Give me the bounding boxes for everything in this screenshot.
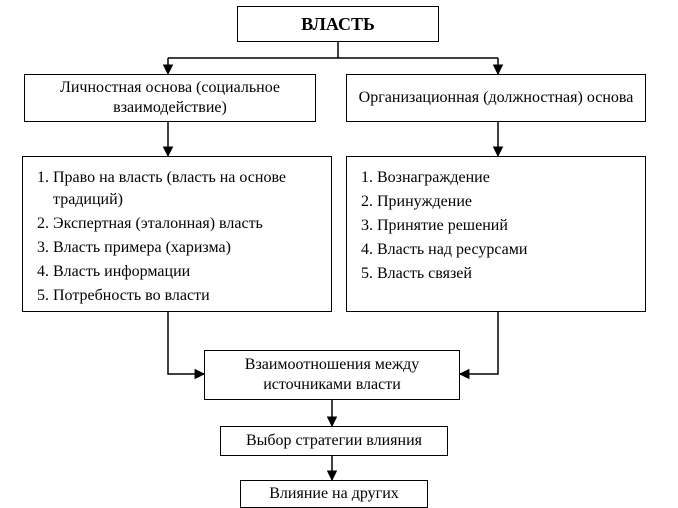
node-left-basis-label: Личностная основа (социальное взаимодейс…	[33, 78, 307, 118]
node-strategy: Выбор стратегии влияния	[220, 426, 448, 456]
node-relations-label: Взаимоотношения между источниками власти	[213, 355, 451, 395]
list-item: Власть информации	[53, 261, 321, 283]
node-relations: Взаимоотношения между источниками власти	[204, 350, 460, 400]
node-right-basis-label: Организационная (должностная) основа	[359, 88, 634, 108]
list-item: Вознаграждение	[377, 167, 635, 189]
right-list: Вознаграждение Принуждение Принятие реше…	[357, 167, 635, 285]
list-item: Право на власть (власть на основе традиц…	[53, 167, 321, 211]
list-item: Власть примера (харизма)	[53, 237, 321, 259]
list-item: Принятие решений	[377, 215, 635, 237]
node-left-basis: Личностная основа (социальное взаимодейс…	[24, 74, 316, 122]
list-item: Власть связей	[377, 263, 635, 285]
list-item: Власть над ресурсами	[377, 239, 635, 261]
node-left-list: Право на власть (власть на основе традиц…	[22, 156, 332, 312]
list-item: Потребность во власти	[53, 285, 321, 307]
list-item: Экспертная (эталонная) власть	[53, 213, 321, 235]
node-strategy-label: Выбор стратегии влияния	[246, 432, 422, 450]
node-influence: Влияние на других	[240, 480, 428, 508]
node-influence-label: Влияние на других	[269, 485, 399, 503]
left-list: Право на власть (власть на основе традиц…	[33, 167, 321, 307]
list-item: Принуждение	[377, 191, 635, 213]
node-right-basis: Организационная (должностная) основа	[346, 74, 646, 122]
node-root-label: ВЛАСТЬ	[301, 14, 375, 35]
node-root: ВЛАСТЬ	[237, 6, 439, 42]
node-right-list: Вознаграждение Принуждение Принятие реше…	[346, 156, 646, 312]
